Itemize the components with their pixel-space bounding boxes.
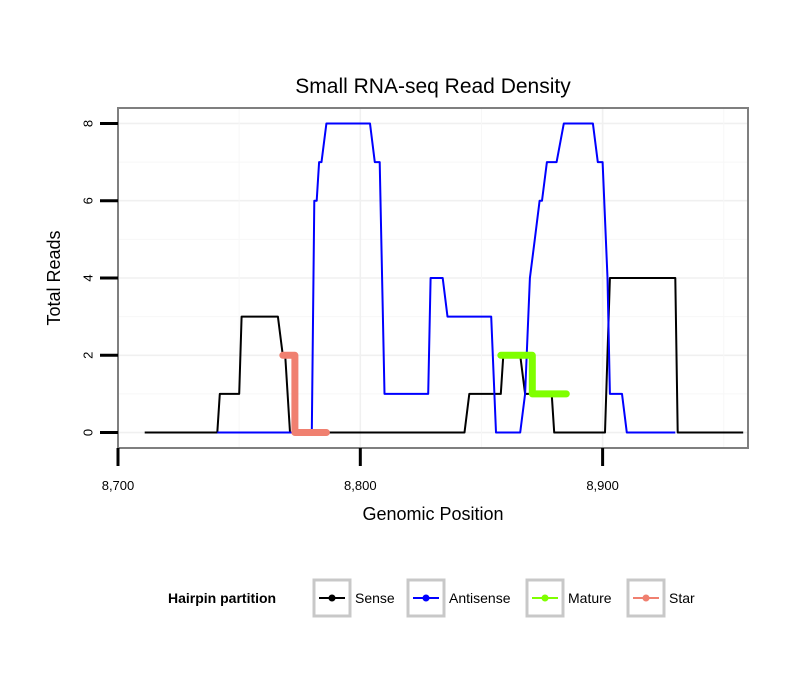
legend-label: Antisense: [449, 590, 511, 606]
y-tick-label: 2: [81, 352, 96, 359]
legend-label: Star: [669, 590, 695, 606]
legend: Hairpin partition Sense Antisense Mature St…: [168, 578, 695, 618]
y-axis: 0 2 4 6 8: [81, 120, 118, 436]
series-sense: [144, 277, 744, 434]
legend-item-star: Star: [626, 578, 695, 618]
legend-title: Hairpin partition: [168, 590, 276, 606]
x-tick-label: 8,900: [586, 478, 619, 493]
legend-item-mature: Mature: [525, 578, 612, 618]
legend-label: Sense: [355, 590, 395, 606]
series-antisense: [217, 122, 676, 434]
y-tick-label: 8: [81, 120, 96, 127]
legend-label: Mature: [568, 590, 612, 606]
x-tick-label: 8,700: [102, 478, 135, 493]
y-tick-label: 4: [81, 274, 96, 281]
y-axis-title: Total Reads: [44, 230, 64, 325]
plot-panel: [117, 107, 749, 449]
chart-title: Small RNA-seq Read Density: [295, 75, 571, 98]
legend-items: Sense Antisense Mature Star: [312, 578, 695, 618]
series-layer: [144, 122, 744, 436]
x-axis-title: Genomic Position: [362, 504, 503, 524]
legend-key-dot: [541, 594, 549, 602]
x-tick-label: 8,800: [344, 478, 377, 493]
series-mature: [497, 351, 570, 398]
x-axis: 8,700 8,800 8,900: [102, 448, 619, 493]
y-tick-label: 0: [81, 429, 96, 436]
y-tick-label: 6: [81, 197, 96, 204]
legend-key-dot: [422, 594, 430, 602]
legend-item-sense: Sense: [312, 578, 395, 618]
legend-key-dot: [328, 594, 336, 602]
legend-item-antisense: Antisense: [406, 578, 511, 618]
series-star: [279, 351, 330, 436]
legend-key-dot: [642, 594, 650, 602]
